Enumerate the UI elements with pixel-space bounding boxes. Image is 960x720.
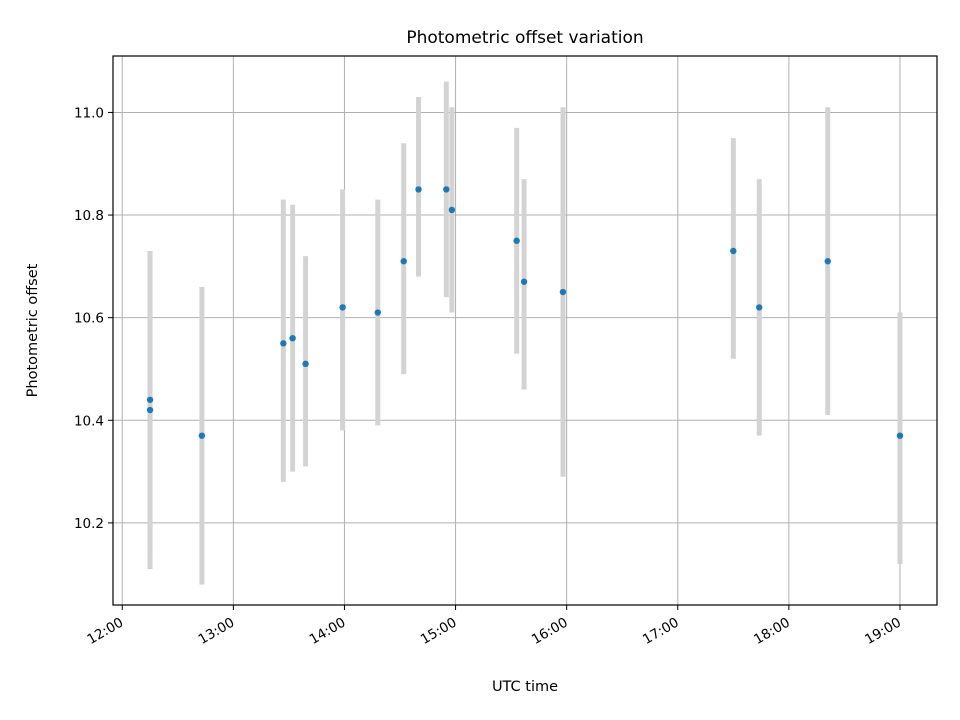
data-point — [302, 360, 309, 368]
x-axis-title: UTC time — [492, 679, 558, 695]
y-tick-label: 10.6 — [74, 311, 104, 327]
data-point — [374, 309, 381, 316]
data-point — [415, 186, 422, 193]
y-tick-label: 11.0 — [74, 105, 104, 121]
data-point — [756, 304, 763, 311]
y-tick-label: 10.2 — [74, 516, 104, 532]
data-point — [513, 237, 520, 244]
data-point — [896, 432, 904, 439]
data-point — [289, 334, 296, 342]
data-point — [520, 278, 528, 285]
data-point — [824, 258, 831, 265]
data-point — [730, 247, 737, 255]
data-point — [339, 304, 346, 311]
data-point — [559, 288, 567, 296]
data-point — [400, 258, 407, 265]
y-tick-label: 10.8 — [74, 208, 104, 224]
plot-frame — [112, 55, 938, 606]
data-point — [146, 406, 154, 414]
data-point — [146, 396, 154, 403]
chart-title: Photometric offset variation — [406, 28, 643, 48]
data-point — [280, 340, 287, 347]
data-point — [448, 206, 456, 214]
data-points — [146, 186, 904, 439]
grid — [113, 56, 937, 605]
y-axis-title: Photometric offset — [25, 263, 41, 397]
data-point — [198, 432, 206, 439]
y-tick-label: 10.4 — [74, 413, 104, 429]
data-point — [443, 186, 450, 193]
